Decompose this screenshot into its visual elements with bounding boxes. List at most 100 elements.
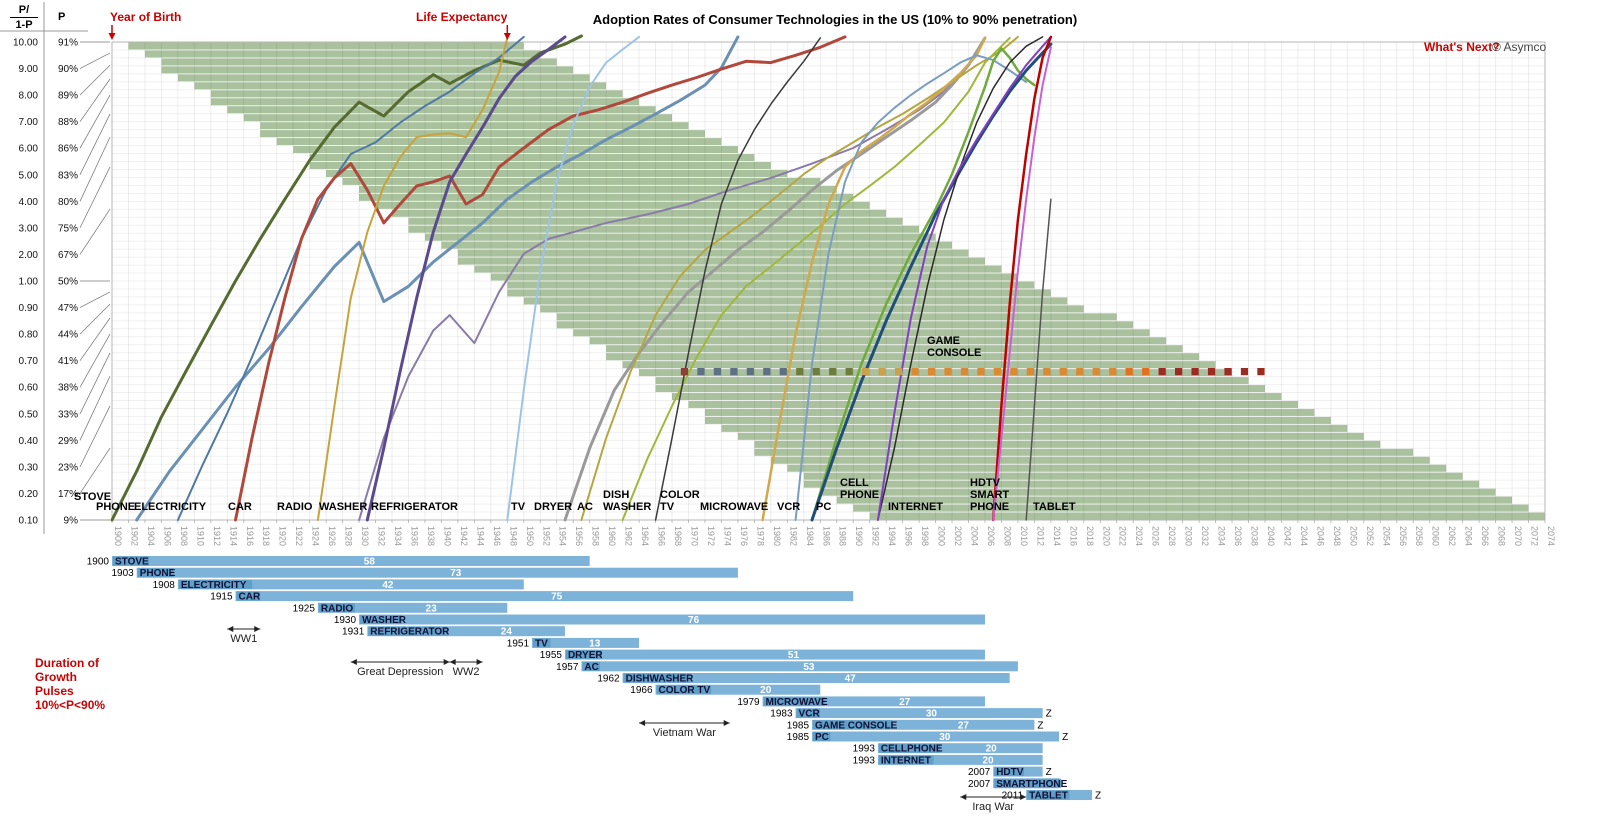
gantt-z-label: Z [1037, 720, 1043, 731]
plot-label: TV [660, 501, 675, 513]
axis-leader-line [79, 52, 111, 69]
plot-label: DISH [603, 489, 629, 501]
gantt-name-chip [878, 755, 934, 765]
gantt-z-label: Z [1046, 767, 1052, 778]
x-tick-label: 1934 [393, 526, 403, 546]
x-tick-label: 2014 [1052, 526, 1062, 546]
gantt-year-label: 1900 [87, 557, 110, 568]
y-tick-odds: 10.00 [13, 38, 38, 49]
plot-label: MICROWAVE [700, 501, 768, 513]
x-tick-label: 1946 [492, 526, 502, 546]
plot-label: CONSOLE [927, 347, 981, 359]
gantt-duration-label: 24 [501, 627, 513, 638]
gantt-bar [877, 743, 1043, 754]
plot-label: INTERNET [888, 501, 943, 513]
x-tick-label: 2066 [1480, 526, 1490, 546]
curve-game-console [810, 47, 1036, 522]
x-tick-label: 1962 [624, 526, 634, 546]
x-tick-label: 2060 [1431, 526, 1441, 546]
y-tick-percent: 41% [58, 356, 78, 367]
x-tick-label: 2074 [1546, 526, 1556, 546]
gantt-name-chip [813, 720, 893, 730]
gantt-year-label: 1931 [342, 627, 365, 638]
year-of-birth-label: Year of Birth [110, 10, 182, 24]
gantt-bar [112, 556, 590, 566]
gantt-name-label: STOVE [115, 557, 149, 568]
console-generation-cell [829, 368, 837, 376]
life-expectancy-band-row [342, 177, 821, 185]
x-tick-label: 1988 [838, 526, 848, 546]
gantt-name-label: RADIO [321, 603, 353, 614]
war-arrow-head [639, 720, 646, 726]
y-tick-odds: 6.00 [19, 144, 39, 155]
war-arrow-head [723, 720, 730, 726]
x-tick-label: 1976 [739, 526, 749, 546]
console-generation-cell [1026, 368, 1034, 376]
curve-refrigerator [365, 35, 567, 522]
axis-leader-line [79, 113, 111, 175]
x-tick-label: 2018 [1085, 526, 1095, 546]
plot-area [112, 42, 1545, 520]
gantt-year-label: 1955 [540, 650, 563, 661]
life-expectancy-band-row [161, 58, 557, 66]
console-generation-cell [779, 368, 787, 376]
life-expectancy-band-row [210, 90, 623, 98]
life-expectancy-band-row [457, 249, 969, 257]
console-generation-cell [1240, 368, 1249, 376]
x-tick-label: 1980 [772, 526, 782, 546]
console-generation-cell [1043, 368, 1051, 376]
x-tick-label: 1974 [722, 526, 732, 546]
life-expectancy-band-row [408, 217, 903, 225]
console-generation-cell [993, 368, 1002, 376]
x-tick-label: 1936 [409, 526, 419, 546]
gantt-duration-label: 73 [450, 568, 462, 579]
y-tick-odds: 7.00 [19, 117, 39, 128]
console-generation-cell [977, 368, 985, 376]
gantt-name-chip [623, 673, 691, 683]
life-expectancy-band-row [392, 209, 887, 217]
plot-label: CELL [840, 477, 869, 489]
x-tick-label: 1998 [920, 526, 930, 546]
console-generation-cell [1010, 368, 1018, 376]
plot-label: DRYER [534, 501, 572, 513]
life-expectancy-band-row [128, 42, 524, 50]
gantt-name-label: CAR [239, 592, 261, 603]
x-tick-label: 1968 [673, 526, 683, 546]
gantt-bar [762, 696, 985, 707]
console-generation-cell [894, 368, 903, 376]
y-tick-percent: 83% [58, 170, 78, 181]
life-expectancy-band-row [177, 74, 590, 82]
gantt-bar [235, 591, 854, 602]
life-expectancy-band-row [144, 50, 541, 58]
x-tick-label: 2030 [1184, 526, 1194, 546]
gantt-year-label: 1993 [853, 744, 876, 755]
odds-numerator: P/ [18, 4, 30, 16]
life-expectancy-band-row [309, 162, 771, 169]
life-expectancy-band-row [820, 488, 1496, 496]
plot-label: PHONE [96, 501, 135, 513]
plot-label: PHONE [840, 489, 879, 501]
x-tick-label: 1992 [871, 526, 881, 546]
y-tick-percent: 17% [58, 489, 78, 500]
life-expectancy-band-row [490, 273, 1018, 281]
axis-leader-line [79, 94, 111, 149]
x-tick-label: 2012 [1035, 526, 1045, 546]
x-tick-label: 2036 [1233, 526, 1243, 546]
life-expectancy-band-row [688, 401, 1298, 408]
x-tick-label: 2042 [1282, 526, 1292, 546]
duration-pulses-caption: Duration of Growth Pulses 10%<P<90% [35, 656, 105, 712]
console-generation-cell [911, 368, 919, 376]
gantt-duration-label: 13 [589, 638, 601, 649]
gantt-year-label: 1985 [787, 720, 810, 731]
gantt-year-label: 1962 [597, 674, 620, 685]
y-tick-odds: 8.00 [19, 91, 39, 102]
x-tick-label: 1944 [475, 526, 485, 546]
life-expectancy-band-row [276, 138, 722, 146]
gantt-name-label: TV [535, 638, 548, 649]
life-expectancy-band-row [770, 456, 1430, 464]
x-tick-label: 1954 [558, 526, 568, 546]
plot-label: SMART [970, 489, 1009, 501]
curve-pc [810, 42, 1053, 522]
